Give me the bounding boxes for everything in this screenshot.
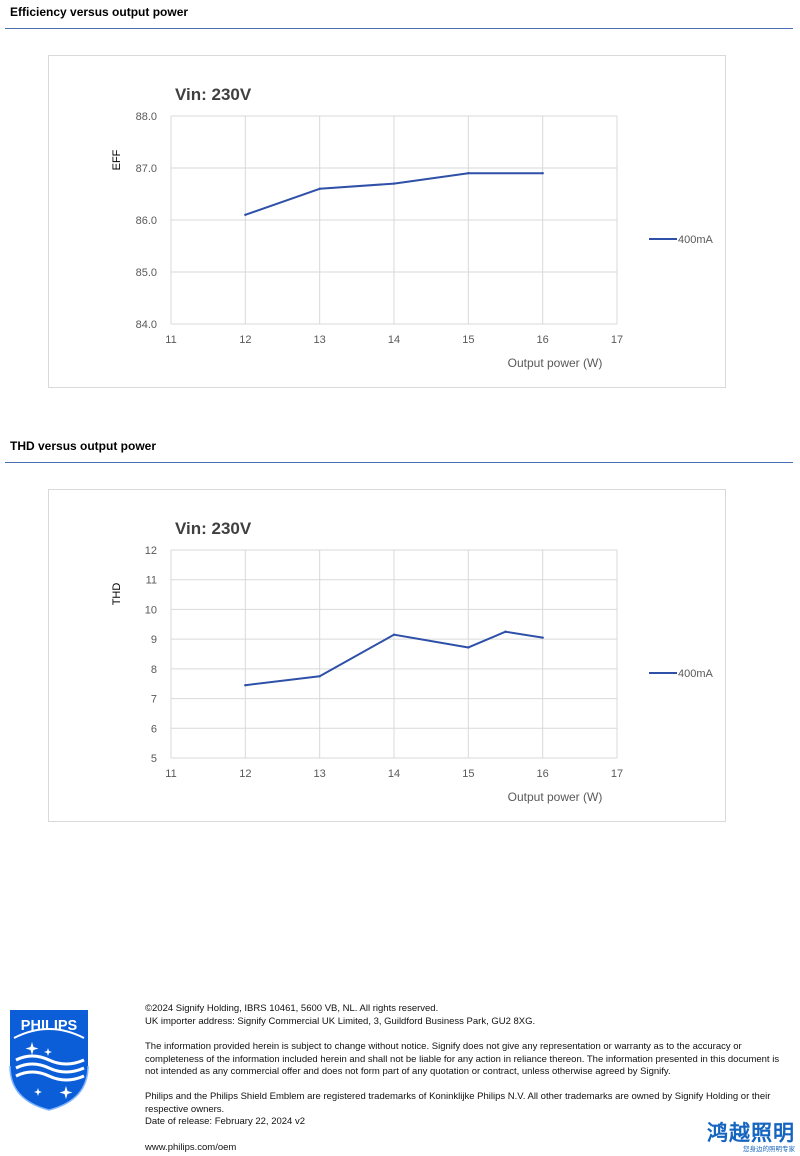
y-tick-label: 84.0 — [136, 319, 157, 331]
x-tick-label: 16 — [537, 768, 549, 780]
section-divider — [5, 28, 793, 29]
watermark-sub: 您身边的照明专家 — [743, 1146, 795, 1153]
y-tick-label: 7 — [151, 694, 157, 706]
footer-trademarks: Philips and the Philips Shield Emblem ar… — [145, 1091, 771, 1115]
y-tick-label: 85.0 — [136, 267, 157, 279]
y-tick-label: 88.0 — [136, 111, 157, 123]
x-tick-label: 14 — [388, 768, 400, 780]
y-axis-label: EFF — [111, 149, 123, 170]
section-divider — [5, 462, 793, 463]
section-title-efficiency: Efficiency versus output power — [10, 5, 189, 19]
y-tick-label: 11 — [146, 575, 157, 587]
chart-svg: 84.0 85.0 86.0 87.0 88.0 11 12 13 14 15 16 17 Vin: 2… — [111, 85, 714, 370]
y-tick-label: 10 — [145, 604, 157, 616]
legend-label: 400mA — [678, 234, 714, 246]
data-point — [318, 675, 321, 678]
x-tick-label: 17 — [611, 334, 623, 346]
data-point — [244, 213, 247, 216]
footer-copyright-block: ©2024 Signify Holding, IBRS 10461, 5600 … — [145, 1003, 790, 1028]
footer-website: www.philips.com/oem — [145, 1142, 237, 1153]
x-tick-label: 16 — [537, 334, 549, 346]
x-tick-label: 14 — [388, 334, 400, 346]
data-point — [392, 633, 396, 636]
y-tick-label: 87.0 — [136, 163, 157, 175]
footer-copyright: ©2024 Signify Holding, IBRS 10461, 5600 … — [145, 1003, 439, 1014]
chart-svg: 5 6 7 8 9 10 11 12 11 12 13 14 15 16 17 Vin: 230V THD Out… — [111, 519, 714, 804]
legend-label: 400mA — [678, 668, 714, 680]
footer-release-date: Date of release: February 22, 2024 v2 — [145, 1116, 306, 1127]
y-axis-label: THD — [111, 583, 123, 606]
y-tick-label: 5 — [151, 753, 157, 765]
x-tick-label: 15 — [462, 334, 474, 346]
x-tick-label: 13 — [314, 334, 326, 346]
series-line — [245, 630, 543, 687]
data-point — [541, 636, 544, 639]
chart-title: Vin: 230V — [175, 85, 252, 104]
brand-watermark: 鸿越照明 您身边的照明专家 — [703, 1122, 795, 1154]
y-tick-label: 8 — [151, 664, 157, 676]
footer-trademarks-block: Philips and the Philips Shield Emblem ar… — [145, 1091, 790, 1129]
chart-title: Vin: 230V — [175, 519, 252, 538]
y-tick-label: 12 — [145, 545, 157, 557]
x-tick-label: 11 — [165, 768, 176, 780]
footer-disclaimer: The information provided herein is subje… — [145, 1041, 780, 1077]
y-tick-label: 86.0 — [136, 215, 157, 227]
data-point — [504, 630, 507, 633]
x-tick-label: 15 — [462, 768, 474, 780]
x-axis-label: Output power (W) — [508, 356, 603, 370]
x-tick-label: 12 — [239, 334, 251, 346]
y-tick-label: 6 — [151, 723, 157, 735]
data-point — [467, 646, 470, 649]
data-point — [244, 684, 247, 687]
footer-importer: UK importer address: Signify Commercial … — [145, 1015, 536, 1027]
x-axis-label: Output power (W) — [508, 790, 603, 804]
philips-shield-logo: PHILIPS — [8, 1008, 90, 1112]
data-point — [467, 172, 470, 175]
efficiency-chart: 84.0 85.0 86.0 87.0 88.0 11 12 13 14 15 16 17 Vin: 2… — [48, 55, 726, 388]
thd-chart: 5 6 7 8 9 10 11 12 11 12 13 14 15 16 17 Vin: 230V THD Out… — [48, 489, 726, 822]
x-tick-label: 17 — [611, 768, 623, 780]
section-title-thd: THD versus output power — [10, 439, 157, 453]
data-point — [541, 172, 544, 175]
x-tick-label: 13 — [314, 768, 326, 780]
y-tick-label: 9 — [151, 634, 157, 646]
data-point — [392, 182, 396, 185]
watermark-main: 鸿越照明 — [707, 1122, 795, 1145]
data-point — [318, 187, 321, 190]
x-tick-label: 11 — [165, 334, 176, 346]
x-tick-label: 12 — [239, 768, 251, 780]
